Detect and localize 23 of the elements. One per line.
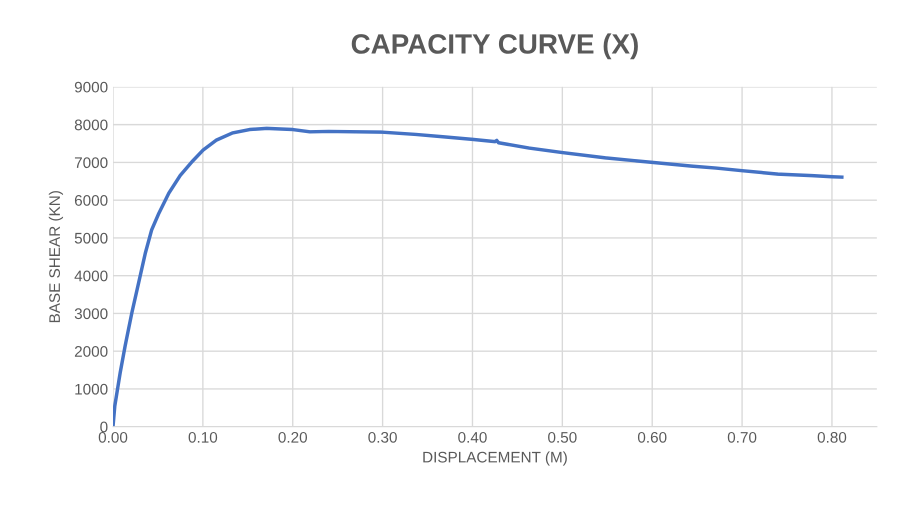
x-tick-label: 0.20 (278, 432, 308, 443)
y-axis-title: BASE SHEAR (KN) (48, 191, 64, 322)
y-tick-label: 0 (100, 422, 108, 432)
x-tick-label: 0.60 (638, 432, 666, 443)
y-tick-label: 5000 (74, 232, 108, 244)
y-tick-label: 3000 (74, 308, 108, 320)
chart-title: CAPACITY CURVE (X) (352, 33, 638, 60)
y-tick-label: 7000 (74, 157, 108, 168)
x-tick-label: 0.10 (188, 432, 218, 443)
y-tick-label: 8000 (74, 119, 108, 130)
x-tick-label: 0.70 (728, 432, 756, 443)
x-axis-title: DISPLACEMENT (M) (423, 451, 567, 466)
x-tick-label: 0.30 (368, 432, 397, 443)
x-tick-label: 0.00 (98, 432, 128, 443)
x-tick-label: 0.40 (458, 432, 487, 443)
y-tick-label: 6000 (74, 195, 108, 206)
y-tick-label: 4000 (74, 270, 108, 282)
x-tick-label: 0.80 (818, 432, 846, 443)
y-tick-label: 1000 (75, 384, 108, 395)
x-tick-label: 0.50 (548, 432, 577, 443)
y-tick-label: 2000 (74, 346, 108, 357)
y-tick-label: 9000 (74, 82, 108, 93)
line-series (113, 126, 844, 427)
